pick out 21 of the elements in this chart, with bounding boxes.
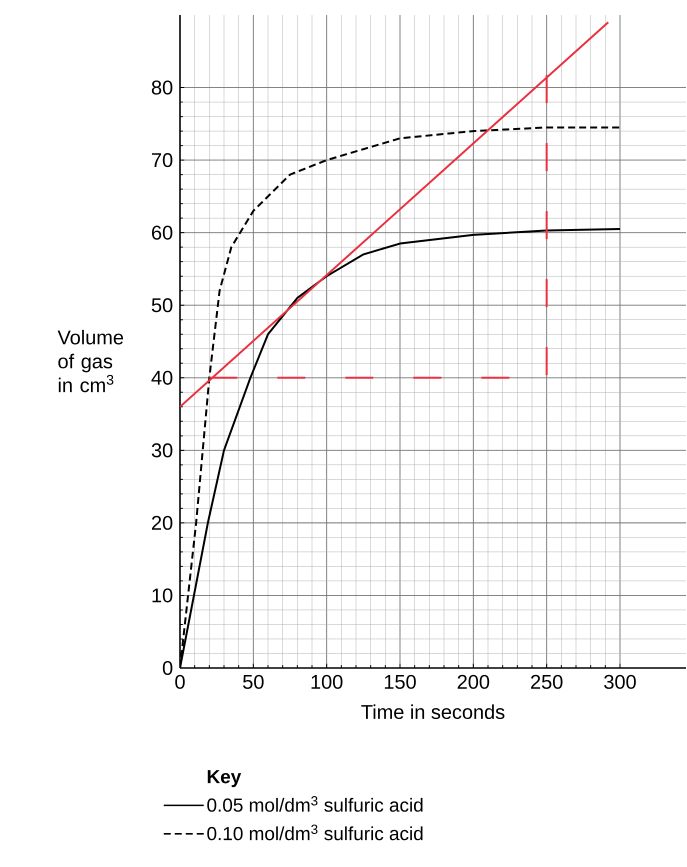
- legend-label: 0.05 mol/dm$^{3}$ sulfuric acid: [207, 796, 422, 812]
- y-tick-label: 30: [152, 443, 172, 458]
- y-tick-label: 40: [151, 370, 172, 385]
- x-axis-title: Time in seconds: [361, 704, 504, 720]
- y-tick-label: 60: [152, 226, 172, 240]
- x-tick-label: 150: [384, 674, 416, 689]
- y-tick-label: 0: [162, 660, 172, 676]
- y-tick-label: 80: [152, 80, 172, 95]
- y-tick-label: 10: [152, 588, 172, 602]
- x-tick-label: 300: [604, 674, 636, 689]
- y-tick-label: 50: [152, 298, 172, 312]
- y-axis-title: Volume of gas in cm$^{3}$: [58, 330, 124, 392]
- x-tick-label: 100: [312, 674, 342, 689]
- legend-title: Key: [208, 770, 242, 788]
- x-tick-label: 0: [175, 674, 185, 689]
- x-tick-label: 250: [531, 674, 562, 689]
- x-tick-label: 50: [243, 674, 264, 689]
- legend-label: 0.10 mol/dm$^{3}$ sulfuric acid: [207, 824, 422, 840]
- x-tick-label: 200: [458, 674, 490, 689]
- y-tick-label: 70: [152, 153, 172, 168]
- y-tick-label: 20: [152, 516, 172, 530]
